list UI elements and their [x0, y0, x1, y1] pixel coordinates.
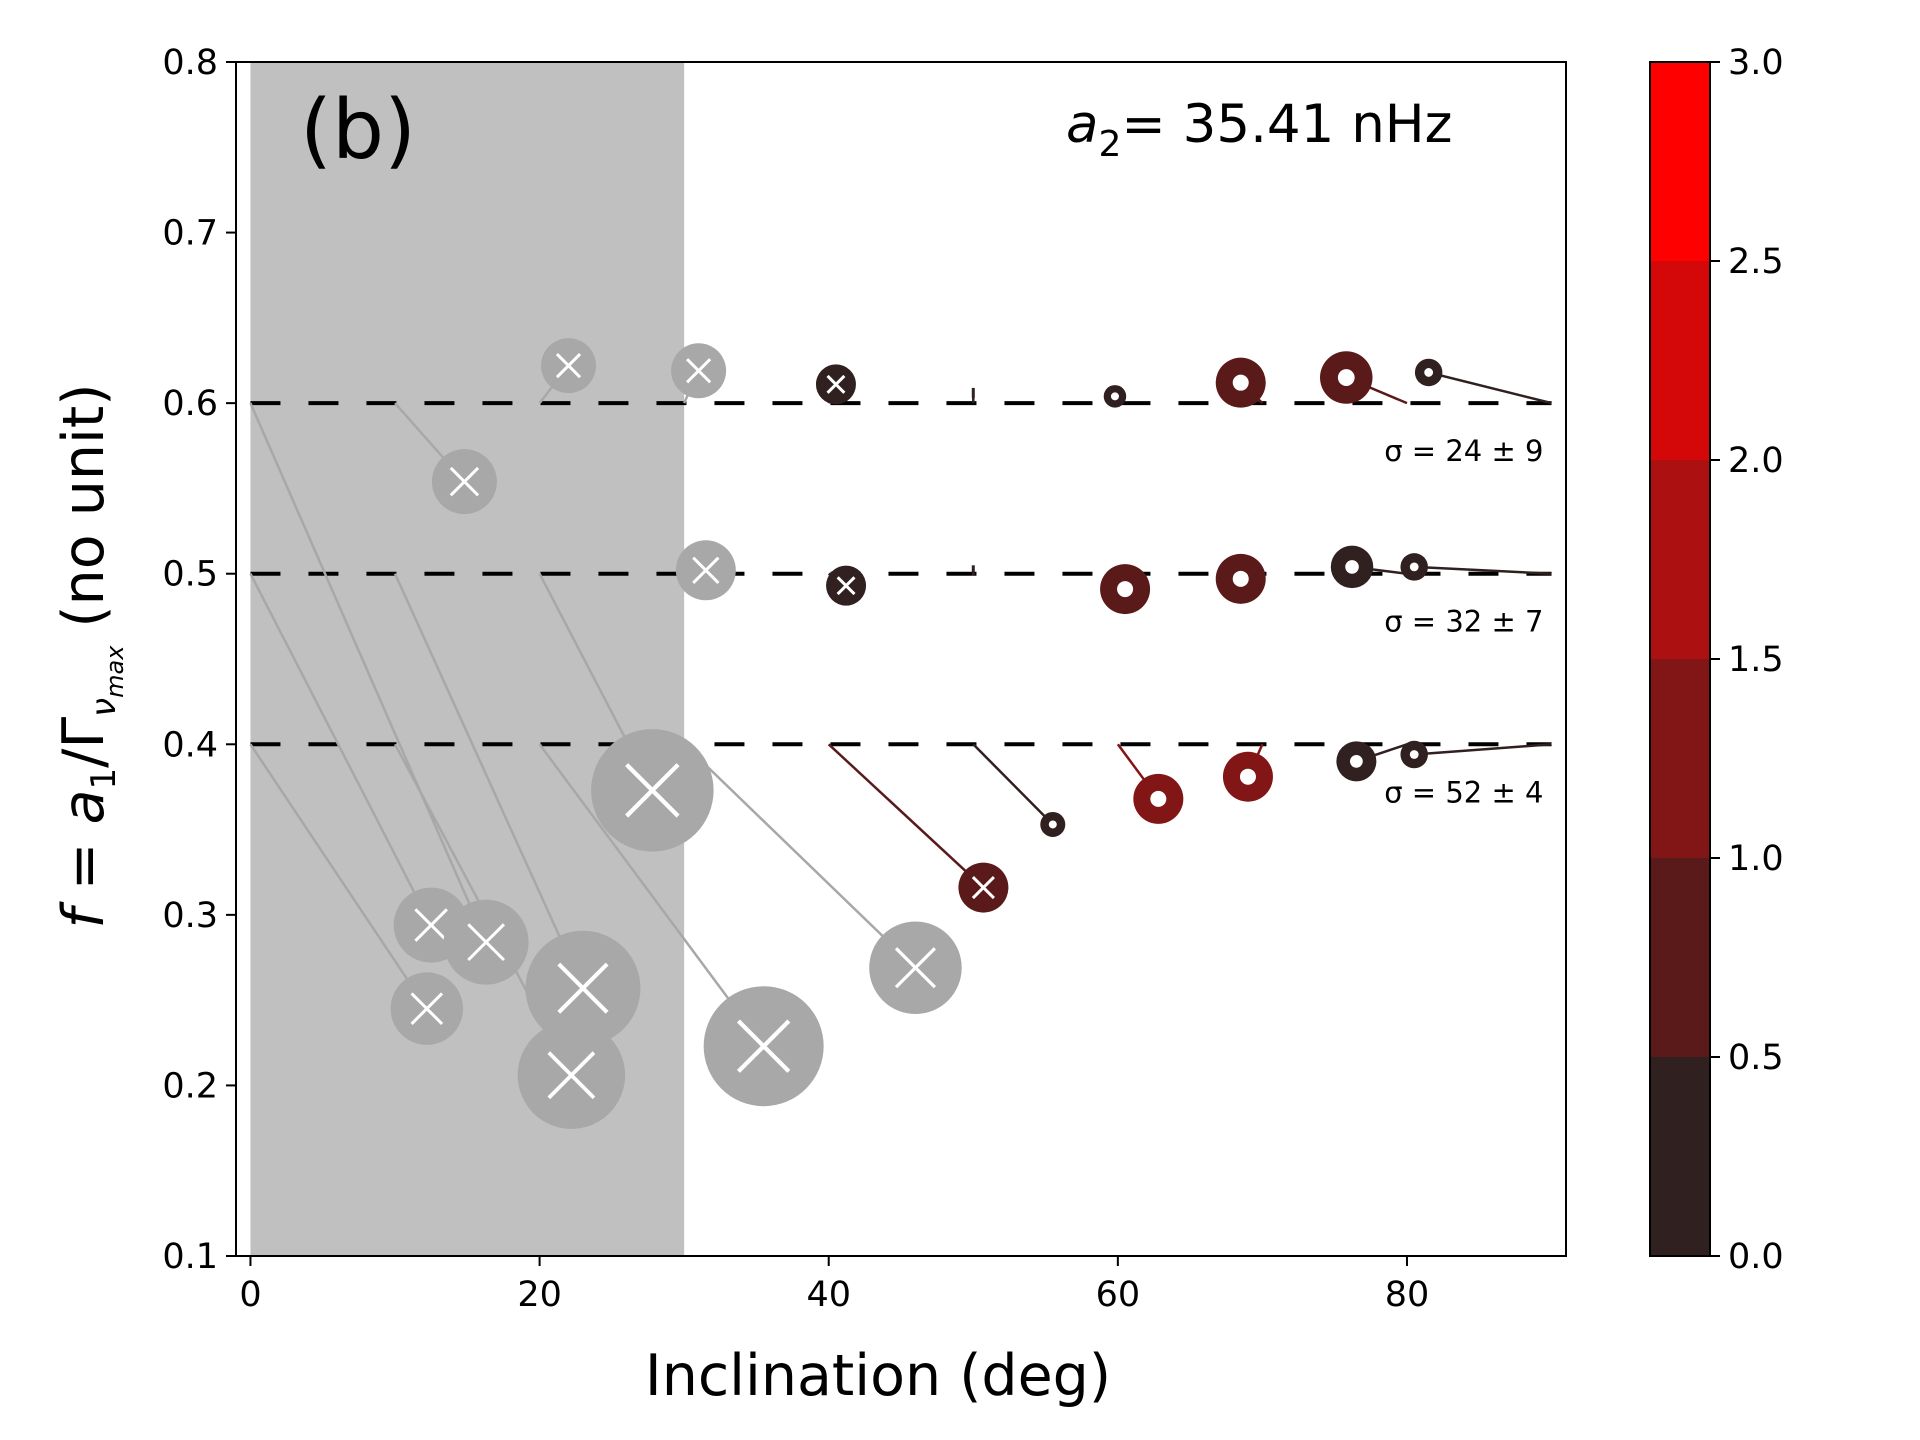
colorbar-bin: [1650, 62, 1710, 261]
y-tick-label: 0.8: [162, 43, 218, 83]
reference-lines: [250, 401, 1552, 747]
connector-line: [972, 743, 1054, 826]
cross-mark: [414, 908, 448, 942]
x-tick-label: 60: [1096, 1275, 1141, 1315]
connector-line: [249, 743, 428, 1010]
sigma-labels: σ = 24 ± 9 σ = 32 ± 7 σ = 52 ± 4: [1384, 434, 1543, 809]
cross-mark: [625, 763, 680, 818]
colorbar-bin: [1650, 261, 1710, 460]
colorbar-tick-label: 0.5: [1728, 1038, 1784, 1078]
data-markers: [390, 338, 1443, 1129]
data-point-center: [1239, 768, 1256, 785]
x-tick-label: 0: [239, 1275, 261, 1315]
data-point-center: [1337, 369, 1355, 386]
data-point-center: [1150, 790, 1167, 807]
y-title-unit: (no unit): [51, 384, 117, 628]
axes-frame: [235, 61, 1567, 1257]
y-tick-label: 0.6: [162, 384, 218, 424]
y-tick-label: 0.3: [162, 896, 218, 936]
colorbar: 0.0 0.5 1.0 1.5 2.0 2.5 3.0: [1649, 43, 1784, 1277]
cross-mark: [836, 576, 856, 596]
sigma-label-1: σ = 32 ± 7: [1384, 605, 1543, 639]
colorbar-tick-label: 2.5: [1728, 242, 1784, 282]
colorbar-tick-label: 0.0: [1728, 1237, 1784, 1277]
data-point-center: [1409, 562, 1419, 572]
colorbar-tick-label: 3.0: [1728, 43, 1784, 83]
parameter-subscript: 2: [1098, 124, 1121, 165]
colorbar-bin: [1650, 858, 1710, 1057]
colorbar-tick-label: 2.0: [1728, 441, 1784, 481]
colorbar-bin: [1650, 1057, 1710, 1256]
x-tick-label: 40: [806, 1275, 851, 1315]
sigma-label-2: σ = 52 ± 4: [1384, 775, 1543, 809]
cross-mark: [449, 466, 480, 497]
connector-line: [1414, 743, 1552, 756]
cross-mark: [826, 374, 846, 394]
colorbar-tick-label: 1.5: [1728, 640, 1784, 680]
x-axis-title: Inclination (deg): [645, 1343, 1111, 1409]
connector-line: [538, 743, 765, 1047]
x-tick-label: 80: [1385, 1275, 1430, 1315]
colorbar-bins: [1650, 62, 1710, 1256]
colorbar-bin: [1650, 460, 1710, 659]
y-tick-label: 0.2: [162, 1066, 218, 1106]
cross-mark: [894, 947, 937, 989]
colorbar-ticks: 0.0 0.5 1.0 1.5 2.0 2.5 3.0: [1710, 43, 1784, 1277]
connector-line: [1414, 565, 1552, 575]
cross-mark: [467, 923, 506, 962]
data-point-center: [1117, 581, 1134, 598]
cross-mark: [736, 1019, 791, 1073]
colorbar-tick-label: 1.0: [1728, 839, 1784, 879]
data-point-center: [1232, 570, 1249, 587]
plot-area: [235, 61, 1567, 1257]
data-point-center: [1424, 368, 1434, 377]
connector-line: [249, 573, 433, 926]
data-point-center: [1345, 560, 1359, 574]
cross-mark: [692, 556, 720, 584]
parameter-value: = 35.41 nHz: [1121, 94, 1452, 155]
x-axis-ticks: 0 20 40 60 80: [239, 1256, 1429, 1315]
y-axis-ticks: 0.1 0.2 0.3 0.4 0.5 0.6 0.7 0.8: [162, 43, 236, 1277]
data-point-center: [1110, 392, 1119, 401]
panel-label: (b): [300, 83, 416, 178]
cross-mark: [555, 353, 582, 379]
cross-mark: [547, 1051, 596, 1100]
sigma-label-0: σ = 24 ± 9: [1384, 434, 1543, 468]
colorbar-bin: [1650, 659, 1710, 858]
connector-line: [683, 743, 917, 969]
data-point-center: [1349, 754, 1363, 768]
cross-mark: [557, 962, 609, 1014]
y-title-sub1: 1: [84, 768, 124, 790]
data-point-center: [1409, 750, 1419, 759]
y-title-sub2: ν: [84, 698, 124, 717]
y-tick-label: 0.4: [162, 725, 218, 765]
cross-mark: [410, 992, 444, 1025]
connector-line: [1428, 371, 1552, 405]
data-point-center: [1232, 374, 1249, 391]
parameter-label: a2= 35.41 nHz: [1066, 94, 1453, 165]
connector-line: [393, 573, 585, 989]
y-title-sub3: max: [101, 645, 129, 698]
connector-line: [827, 743, 985, 889]
y-title-eq: = a: [51, 789, 117, 908]
y-tick-label: 0.7: [162, 214, 218, 254]
y-title-mid: /Γ: [51, 717, 117, 768]
parameter-symbol: a: [1066, 94, 1098, 155]
connector-line: [249, 402, 488, 943]
cross-mark: [685, 358, 712, 384]
data-point-center: [1048, 820, 1057, 829]
y-axis-title: f = a1/Γνmax(no unit): [51, 384, 129, 929]
y-tick-label: 0.5: [162, 555, 218, 595]
x-tick-label: 20: [517, 1275, 562, 1315]
cross-mark: [971, 876, 995, 900]
y-tick-label: 0.1: [162, 1237, 218, 1277]
